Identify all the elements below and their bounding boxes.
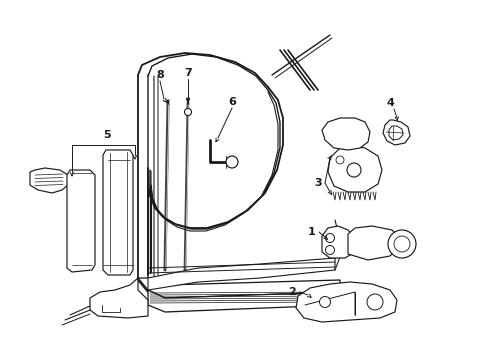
- Circle shape: [225, 156, 238, 168]
- Circle shape: [335, 156, 343, 164]
- Text: 1: 1: [307, 227, 315, 237]
- Circle shape: [346, 163, 360, 177]
- Text: 4: 4: [385, 98, 393, 108]
- Circle shape: [325, 246, 334, 255]
- Polygon shape: [382, 120, 409, 145]
- Polygon shape: [388, 126, 402, 140]
- Polygon shape: [67, 170, 95, 272]
- Circle shape: [387, 230, 415, 258]
- Text: 2: 2: [287, 287, 295, 297]
- Polygon shape: [103, 150, 133, 275]
- Text: 5: 5: [103, 130, 111, 140]
- Circle shape: [184, 108, 191, 116]
- Polygon shape: [148, 258, 334, 290]
- Polygon shape: [30, 168, 68, 193]
- Circle shape: [325, 234, 334, 243]
- Text: 3: 3: [314, 178, 321, 188]
- Circle shape: [366, 294, 382, 310]
- Text: 7: 7: [184, 68, 191, 78]
- Polygon shape: [148, 290, 339, 312]
- Polygon shape: [295, 282, 396, 322]
- Polygon shape: [347, 226, 399, 260]
- Polygon shape: [321, 226, 354, 258]
- Polygon shape: [321, 118, 369, 150]
- Circle shape: [319, 297, 330, 307]
- Polygon shape: [327, 146, 381, 192]
- Polygon shape: [90, 278, 148, 318]
- Circle shape: [393, 236, 409, 252]
- Polygon shape: [138, 278, 339, 298]
- Text: 8: 8: [156, 70, 163, 80]
- Text: 6: 6: [227, 97, 235, 107]
